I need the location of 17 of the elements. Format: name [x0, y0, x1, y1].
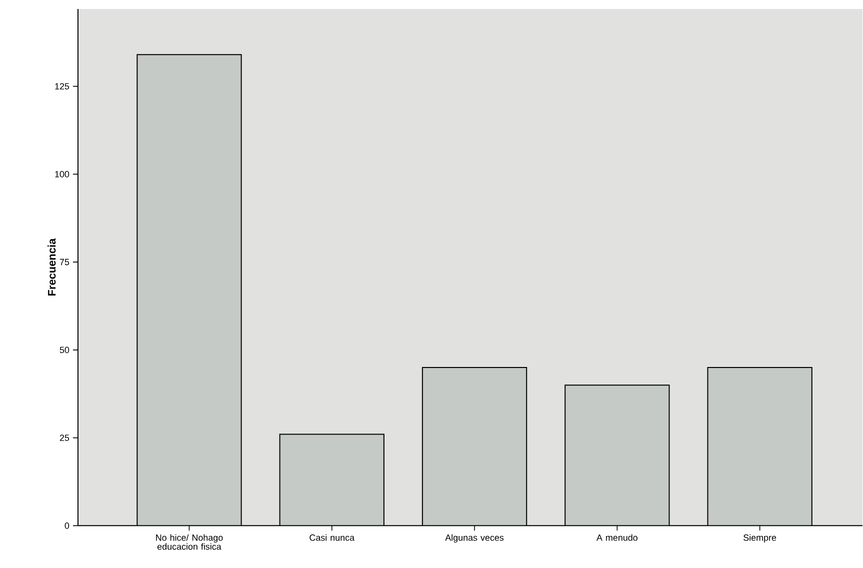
- bar: [422, 368, 527, 526]
- x-tick-label: Casi nunca: [310, 534, 355, 541]
- bar: [280, 434, 384, 526]
- y-axis-title: Frecuencia: [48, 238, 56, 296]
- x-tick-label: A menudo: [596, 534, 638, 541]
- x-tick-label: Siempre: [744, 534, 776, 543]
- y-tick-label: 25: [60, 434, 70, 442]
- y-tick-label: 100: [55, 171, 70, 178]
- y-tick-label: 0: [64, 522, 70, 530]
- x-tick-label: No hice/ Nohago educacion fisica: [156, 534, 223, 550]
- bar: [137, 54, 242, 526]
- y-tick-label: 75: [60, 259, 70, 266]
- bar: [565, 385, 670, 526]
- x-tick-label: Algunas veces: [445, 534, 504, 543]
- y-tick-label: 125: [55, 83, 70, 90]
- y-tick-label: 50: [60, 346, 70, 354]
- bar: [707, 367, 812, 526]
